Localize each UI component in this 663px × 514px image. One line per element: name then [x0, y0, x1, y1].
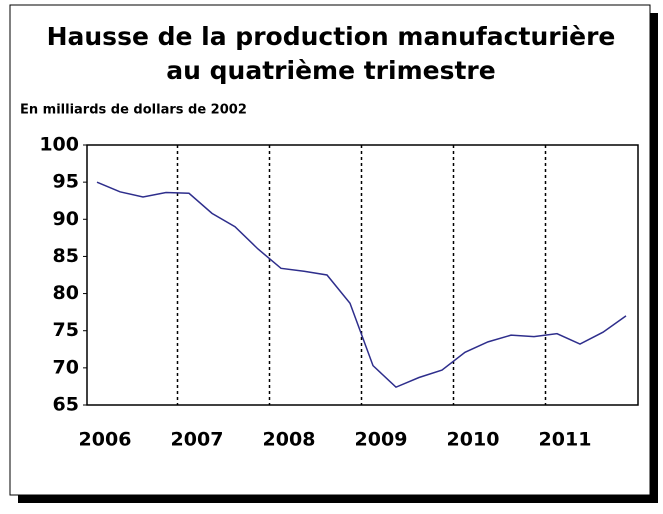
x-tick-label: 2007: [171, 429, 224, 451]
y-tick-label: 95: [53, 171, 79, 193]
x-tick-label: 2011: [539, 429, 592, 451]
y-tick-label: 70: [53, 356, 79, 378]
x-tick-label: 2009: [355, 429, 408, 451]
chart-title: Hausse de la production manufacturière: [47, 22, 616, 51]
y-tick-label: 85: [53, 245, 79, 267]
x-tick-label: 2006: [79, 429, 132, 451]
chart-title: au quatrième trimestre: [166, 56, 495, 85]
y-tick-label: 65: [53, 394, 79, 416]
y-tick-label: 75: [53, 319, 79, 341]
frame: [9, 4, 651, 496]
x-tick-label: 2010: [447, 429, 500, 451]
plot-area: [86, 144, 639, 406]
x-tick-label: 2008: [263, 429, 316, 451]
line-series: [96, 181, 627, 389]
y-tick-label: 100: [39, 134, 79, 156]
y-tick-label: 90: [53, 208, 79, 230]
chart-subtitle: En milliards de dollars de 2002: [20, 103, 247, 118]
y-tick-label: 80: [53, 282, 79, 304]
